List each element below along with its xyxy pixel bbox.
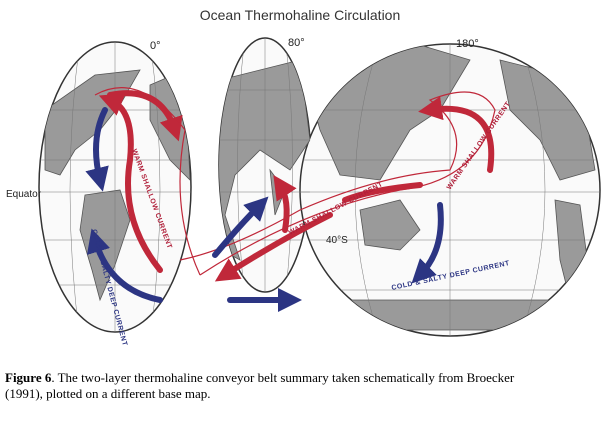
- warm-current: [94, 87, 496, 282]
- caption: Figure 6. The two-layer thermohaline con…: [5, 370, 545, 402]
- latitude-label: 40°S: [326, 235, 348, 246]
- map: Ocean Thermohaline Circulation: [6, 7, 601, 347]
- figure-label: Figure 6: [5, 370, 52, 385]
- meridian-label: 80°: [288, 37, 305, 49]
- meridian-label: 0°: [150, 40, 161, 52]
- meridian-label: 180°: [456, 38, 479, 50]
- cold-current: [85, 107, 444, 312]
- caption-text: . The two-layer thermohaline conveyor be…: [5, 370, 515, 401]
- equator-label: Equator: [6, 189, 42, 200]
- title: Ocean Thermohaline Circulation: [200, 7, 401, 23]
